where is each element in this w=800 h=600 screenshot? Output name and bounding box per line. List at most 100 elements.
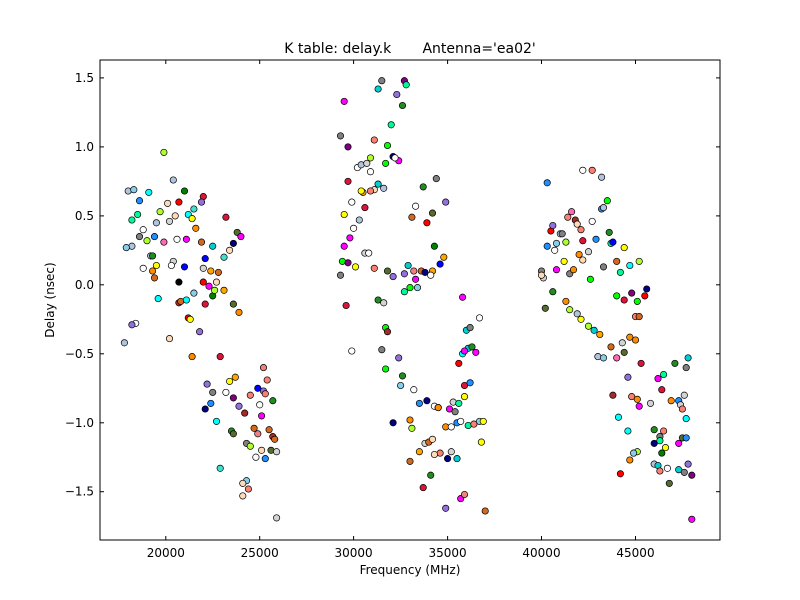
data-point [568, 208, 576, 216]
data-point [599, 263, 608, 271]
data-point [139, 264, 147, 272]
data-point [460, 381, 469, 390]
data-point [150, 274, 159, 282]
data-point [419, 183, 427, 191]
data-point [258, 412, 266, 420]
data-point [675, 466, 683, 474]
plot-frame [99, 59, 721, 541]
data-point [658, 386, 666, 394]
data-point [400, 288, 408, 296]
data-point [656, 467, 664, 475]
ticks-layer: 20000 25000 30000 35000 40000 45000 −1.5 −1.0 −0… [65, 60, 720, 560]
data-point [404, 261, 412, 270]
data-point [165, 335, 174, 343]
data-point [212, 417, 221, 425]
data-point [378, 77, 386, 85]
data-point [135, 197, 144, 205]
data-point [171, 212, 179, 220]
data-point [180, 187, 189, 195]
data-point [348, 198, 356, 206]
data-point [468, 343, 476, 351]
data-point [436, 260, 444, 268]
data-point [186, 315, 194, 323]
data-point [173, 235, 181, 243]
data-point [370, 136, 378, 144]
data-point [357, 187, 365, 195]
data-point [164, 199, 172, 207]
data-point [366, 187, 375, 195]
data-point [398, 101, 407, 110]
data-point [628, 289, 636, 297]
data-point [383, 328, 392, 336]
data-point [207, 399, 215, 407]
data-point [389, 273, 397, 281]
data-point [408, 213, 416, 221]
data-point [201, 300, 209, 308]
data-point [271, 435, 279, 443]
data-point [682, 415, 690, 423]
data-point [620, 348, 628, 356]
data-point [342, 301, 350, 310]
data-point [688, 515, 696, 523]
data-point [635, 257, 643, 265]
data-point [620, 244, 628, 252]
data-point [222, 213, 230, 221]
data-point [552, 266, 561, 274]
data-point [402, 81, 410, 89]
data-point [344, 177, 352, 185]
x-axis-label: Frequency (MHz) [360, 563, 461, 577]
data-point [199, 264, 207, 272]
data-point [455, 359, 463, 367]
data-point [254, 430, 262, 438]
data-point [430, 242, 438, 250]
data-point [244, 485, 252, 493]
data-point [616, 268, 624, 276]
data-point [192, 224, 200, 232]
data-point [122, 244, 130, 252]
data-point [646, 399, 655, 407]
data-point [169, 176, 177, 184]
data-point [599, 204, 608, 212]
data-point [477, 438, 485, 446]
data-point [365, 249, 373, 257]
data-point [408, 424, 416, 432]
data-point [145, 188, 153, 196]
data-point [661, 444, 670, 452]
data-point [374, 180, 382, 188]
data-point [165, 217, 174, 225]
data-point [340, 242, 348, 250]
data-point [370, 264, 378, 272]
data-point [562, 297, 570, 305]
data-point [128, 216, 136, 224]
data-point [466, 379, 474, 387]
x-tick-label: 20000 [147, 546, 185, 560]
data-point [351, 263, 360, 271]
data-point [180, 263, 189, 271]
data-point [628, 393, 636, 401]
data-point [436, 449, 444, 457]
data-point [641, 292, 649, 300]
data-point [269, 397, 277, 405]
data-point [460, 490, 469, 499]
data-point [380, 299, 388, 307]
data-point [273, 448, 281, 456]
data-point [577, 315, 585, 323]
data-point [637, 359, 645, 367]
y-tick-label: −1.5 [65, 485, 94, 499]
data-point [209, 242, 217, 250]
data-point [154, 295, 162, 303]
y-tick-label: 1.0 [75, 140, 94, 154]
data-point [156, 208, 164, 216]
data-point [470, 420, 478, 428]
data-point [256, 401, 264, 409]
data-point [573, 310, 581, 318]
data-point [241, 409, 249, 417]
data-point [350, 224, 358, 232]
data-point [175, 278, 183, 286]
data-point [684, 460, 692, 468]
y-tick-label: 1.5 [75, 71, 94, 85]
data-point [665, 479, 673, 487]
data-point [361, 204, 369, 212]
